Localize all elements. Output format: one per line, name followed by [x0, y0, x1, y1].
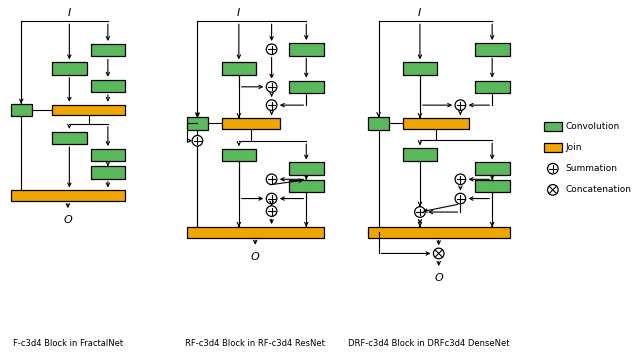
Bar — [11, 104, 32, 116]
Bar — [289, 43, 324, 55]
Bar — [403, 118, 468, 129]
Circle shape — [266, 81, 277, 92]
Circle shape — [548, 185, 558, 195]
Bar — [544, 122, 561, 131]
Bar — [221, 118, 280, 129]
Circle shape — [415, 207, 425, 217]
Bar — [52, 62, 86, 75]
Text: $I$: $I$ — [67, 7, 72, 18]
Bar — [544, 143, 561, 152]
Text: $O$: $O$ — [63, 213, 73, 225]
Circle shape — [266, 193, 277, 204]
Bar — [368, 117, 389, 130]
Bar — [90, 149, 125, 161]
Bar — [187, 117, 208, 130]
Bar — [52, 105, 125, 115]
Bar — [403, 148, 437, 160]
Circle shape — [455, 193, 466, 204]
Bar — [221, 62, 256, 75]
Text: $I$: $I$ — [417, 7, 422, 18]
Circle shape — [455, 100, 466, 110]
Text: $O$: $O$ — [433, 271, 444, 283]
Text: Convolution: Convolution — [565, 122, 620, 131]
Circle shape — [266, 100, 277, 110]
Bar — [475, 81, 509, 93]
Text: Join: Join — [565, 143, 582, 152]
Circle shape — [266, 206, 277, 216]
Bar — [403, 62, 437, 75]
Circle shape — [455, 174, 466, 185]
Text: RF-c3d4 Block in RF-c3d4 ResNet: RF-c3d4 Block in RF-c3d4 ResNet — [186, 339, 325, 348]
Text: DRF-c3d4 Block in DRFc3d4 DenseNet: DRF-c3d4 Block in DRFc3d4 DenseNet — [348, 339, 510, 348]
Bar — [475, 163, 509, 175]
Bar — [475, 180, 509, 192]
Circle shape — [266, 174, 277, 185]
Bar — [90, 80, 125, 92]
Bar — [289, 180, 324, 192]
Bar — [368, 227, 509, 237]
Bar — [475, 43, 509, 55]
Bar — [221, 149, 256, 161]
Circle shape — [266, 44, 277, 55]
Bar — [187, 227, 324, 237]
Circle shape — [192, 135, 203, 146]
Bar — [90, 44, 125, 56]
Text: F-c3d4 Block in FractalNet: F-c3d4 Block in FractalNet — [13, 339, 123, 348]
Circle shape — [433, 248, 444, 259]
Circle shape — [548, 163, 558, 174]
Text: Concatenation: Concatenation — [565, 185, 632, 194]
Bar — [289, 81, 324, 93]
Bar — [90, 166, 125, 179]
Bar — [52, 132, 86, 144]
Bar — [11, 190, 125, 201]
Text: $O$: $O$ — [250, 250, 260, 262]
Bar — [289, 163, 324, 175]
Text: Summation: Summation — [565, 164, 618, 173]
Text: $I$: $I$ — [236, 7, 241, 18]
